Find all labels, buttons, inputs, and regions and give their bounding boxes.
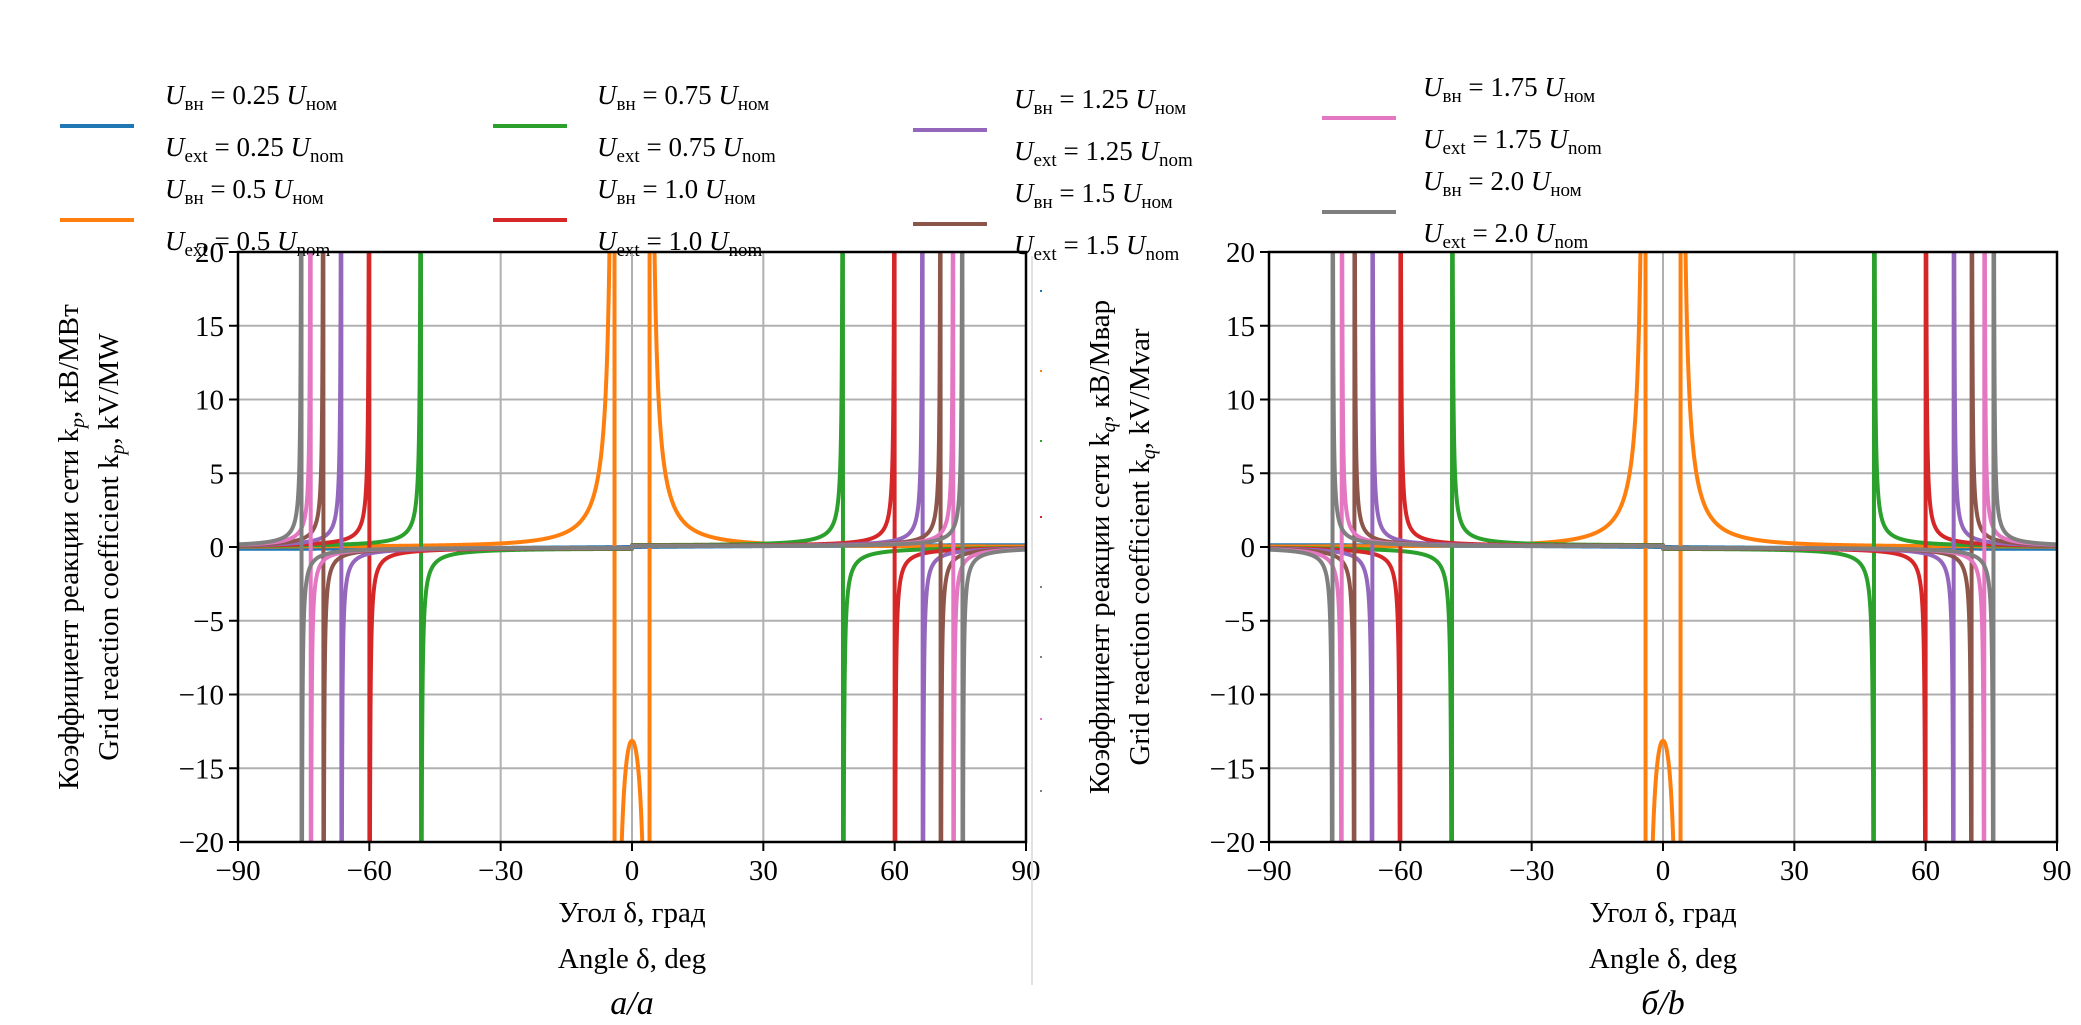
legend-label: Uвн = 0.5 Uном Uext = 0.5 Unom: [165, 174, 331, 261]
y-tick-label: −10: [179, 680, 224, 712]
x-axis-label-ru: Угол δ, град: [1589, 897, 1736, 929]
legend-swatch: [913, 128, 987, 132]
legend-item: Uвн = 0.5 Uном Uext = 0.5 Unom: [60, 168, 330, 272]
artifact-dot: [1040, 290, 1042, 292]
artifact-dot: [1040, 656, 1042, 658]
legend-label: Uвн = 1.0 Uном Uext = 1.0 Unom: [597, 174, 763, 261]
x-tick-label: 0: [1656, 855, 1671, 887]
y-tick-label: 15: [1226, 311, 1255, 343]
artifact-dot: [1040, 440, 1042, 442]
series-line: [1269, 252, 2057, 842]
ylabel-text: Grid reaction coefficient k: [93, 454, 125, 761]
legend-swatch: [1322, 116, 1396, 120]
y-tick-label: 15: [195, 311, 224, 343]
legend-swatch: [60, 218, 134, 222]
legend-item: Uвн = 1.0 Uном Uext = 1.0 Unom: [493, 168, 762, 272]
legend-swatch: [493, 124, 567, 128]
y-tick-label: 20: [1226, 237, 1255, 269]
x-tick-label: −60: [347, 855, 392, 887]
x-tick-label: 90: [2043, 855, 2072, 887]
y-tick-label: −5: [1224, 606, 1255, 638]
y-tick-label: 5: [1241, 458, 1256, 490]
y-axis-label-ru: Коэффициент реакции сети kp, кВ/МВт: [53, 304, 89, 790]
y-tick-label: −20: [179, 827, 224, 859]
x-tick-label: −60: [1378, 855, 1423, 887]
artifact-dot: [1040, 790, 1042, 792]
legend-item: Uвн = 1.25 Uном Uext = 1.25 Unom: [913, 78, 1193, 182]
x-tick-label: 90: [1012, 855, 1041, 887]
legend-item: Uвн = 1.75 Uном Uext = 1.75 Unom: [1322, 66, 1602, 170]
y-axis-label-en: Grid reaction coefficient kq, kV/Mvar: [1124, 328, 1160, 765]
legend-swatch: [913, 222, 987, 226]
panel-caption: б/b: [1641, 985, 1685, 1022]
y-tick-label: −15: [1210, 753, 1255, 785]
y-tick-label: −20: [1210, 827, 1255, 859]
ylabel-subscript: q: [1138, 449, 1160, 459]
legend-label: Uвн = 2.0 Uном Uext = 2.0 Unom: [1423, 166, 1589, 253]
legend-item: Uвн = 0.75 Uном Uext = 0.75 Unom: [493, 74, 776, 178]
series-group: [1269, 252, 2057, 842]
legend-swatch: [1322, 210, 1396, 214]
x-tick-label: −30: [478, 855, 523, 887]
x-tick-label: −90: [1246, 855, 1291, 887]
ylabel-units: , kV/MW: [93, 333, 125, 445]
artifact-dot: [1040, 718, 1042, 720]
y-tick-label: −10: [1210, 680, 1255, 712]
x-axis-label-en: Angle δ, deg: [558, 943, 706, 975]
ylabel-text: Коэффициент реакции сети k: [1084, 432, 1116, 794]
y-axis-label-en: Grid reaction coefficient kp, kV/MW: [93, 333, 129, 761]
ylabel-subscript: q: [1098, 422, 1120, 432]
series-line: [238, 252, 1026, 842]
y-tick-label: 5: [210, 458, 225, 490]
x-tick-label: 60: [1911, 855, 1940, 887]
x-tick-label: −30: [1509, 855, 1554, 887]
legend-label: Uвн = 1.75 Uном Uext = 1.75 Unom: [1423, 72, 1602, 159]
ylabel-units: , kV/Mvar: [1124, 328, 1156, 449]
artifact-dot: [1040, 370, 1042, 372]
panel-caption: а/a: [610, 985, 653, 1022]
ylabel-text: Grid reaction coefficient k: [1124, 459, 1156, 766]
ylabel-text: Коэффициент реакции сети k: [53, 427, 85, 789]
y-tick-label: 0: [210, 532, 225, 564]
chart-panel-b: −90 −60 −30 0 30 60 90 −20 −15 −10 −5 0 5 10 15 20 Угол …: [1084, 237, 2072, 1022]
y-tick-label: 10: [195, 385, 224, 417]
legend-swatch: [60, 124, 134, 128]
legend-label: Uвн = 0.75 Uном Uext = 0.75 Unom: [597, 80, 776, 167]
chart-panel-a: −90 −60 −30 0 30 60 90 −20 −15 −10 −5 0 5 10 15 20 Угол …: [53, 237, 1041, 1022]
y-tick-label: 10: [1226, 385, 1255, 417]
legend-item: Uвн = 0.25 Uном Uext = 0.25 Unom: [60, 74, 344, 178]
y-tick-label: 0: [1241, 532, 1256, 564]
legend-item: Uвн = 2.0 Uном Uext = 2.0 Unom: [1322, 160, 1588, 264]
artifact-dot: [1040, 516, 1042, 518]
y-tick-label: 20: [195, 237, 224, 269]
x-axis-label-ru: Угол δ, град: [558, 897, 705, 929]
ylabel-units: , кВ/Мвар: [1084, 300, 1116, 422]
x-tick-label: 60: [880, 855, 909, 887]
legend-swatch: [493, 218, 567, 222]
x-tick-label: 30: [749, 855, 778, 887]
series-group: [238, 252, 1026, 842]
x-tick-label: −90: [215, 855, 260, 887]
y-tick-label: −15: [179, 753, 224, 785]
legend-label: Uвн = 0.25 Uном Uext = 0.25 Unom: [165, 80, 344, 167]
ylabel-subscript: p: [67, 418, 89, 430]
x-axis-label-en: Angle δ, deg: [1589, 943, 1737, 975]
crop-artifact-strip: [1031, 256, 1042, 985]
y-tick-label: −5: [193, 606, 224, 638]
artifact-dot: [1040, 586, 1042, 588]
ylabel-subscript: p: [107, 444, 129, 456]
x-tick-label: 30: [1780, 855, 1809, 887]
legend-label: Uвн = 1.25 Uном Uext = 1.25 Unom: [1014, 84, 1193, 171]
ylabel-units: , кВ/МВт: [53, 304, 85, 418]
y-axis-label-ru: Коэффициент реакции сети kq, кВ/Мвар: [1084, 300, 1120, 794]
x-tick-label: 0: [625, 855, 640, 887]
